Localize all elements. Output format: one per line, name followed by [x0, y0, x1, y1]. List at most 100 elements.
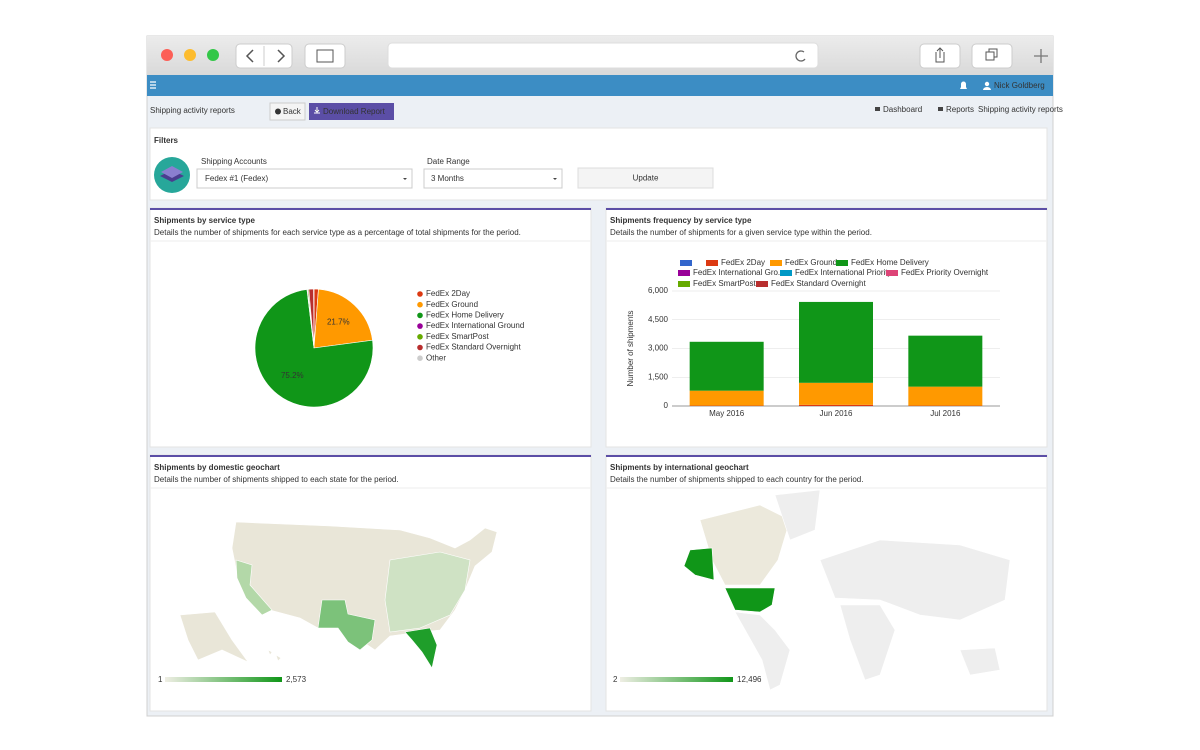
bar-segment [908, 335, 983, 387]
legend-swatch [680, 260, 692, 266]
y-tick-label: 1,500 [648, 372, 669, 381]
x-tick-label: Jul 2016 [930, 409, 961, 418]
legend-label: Other [426, 353, 446, 362]
y-tick-label: 6,000 [648, 286, 669, 295]
panel-title: Shipments frequency by service type [610, 216, 752, 225]
y-tick-label: 0 [664, 401, 669, 410]
legend-label: FedEx Home Delivery [851, 258, 929, 267]
panel-title: Shipments by domestic geochart [154, 463, 280, 472]
y-axis-label: Number of shipments [626, 310, 635, 386]
y-tick-label: 4,500 [648, 315, 669, 324]
canada [699, 504, 791, 586]
tabs-button[interactable] [971, 43, 1013, 69]
legend-swatch [417, 355, 423, 362]
legend-swatch [770, 260, 782, 266]
legend-swatch [678, 281, 690, 287]
x-tick-label: Jun 2016 [820, 409, 853, 418]
window-button[interactable] [207, 49, 219, 61]
y-tick-label: 3,000 [648, 344, 669, 353]
legend-label: FedEx 2Day [426, 289, 470, 298]
window-button[interactable] [161, 49, 173, 61]
legend-label: FedEx International Gro... [693, 268, 785, 277]
bar-segment [689, 390, 764, 406]
sidebar-button[interactable] [304, 43, 346, 69]
panel-top-border [150, 455, 591, 457]
bar-segment [908, 386, 983, 406]
us-east [384, 551, 471, 633]
scale-min: 2 [613, 675, 618, 684]
navbar [147, 75, 1053, 96]
caret [403, 178, 407, 180]
update-button[interactable] [577, 167, 714, 189]
color-scale [620, 677, 733, 682]
logo-top [161, 166, 183, 178]
legend-label: FedEx Standard Overnight [426, 343, 521, 352]
panel-subtitle: Details the number of shipments for each… [154, 228, 521, 237]
breadcrumb-item[interactable]: Reports [946, 105, 974, 114]
bar-segment [799, 404, 873, 406]
legend-swatch [886, 270, 898, 276]
legend-label: FedEx Ground [426, 300, 478, 309]
legend-label: FedEx Ground [785, 258, 837, 267]
menu-icon [150, 81, 156, 89]
legend-swatch [678, 270, 690, 276]
legend-label: FedEx Priority Overnight [901, 268, 989, 277]
back-button[interactable] [269, 102, 306, 121]
download-button[interactable] [309, 103, 394, 120]
page-title: Shipping activity reports [150, 106, 235, 115]
hawaii [267, 649, 282, 662]
legend-label: FedEx 2Day [721, 258, 765, 267]
caret [553, 178, 557, 180]
back-label: Back [283, 107, 302, 116]
panel-title: Shipments by international geochart [610, 463, 749, 472]
address-bar[interactable] [387, 42, 819, 69]
range-select[interactable] [423, 168, 563, 189]
new-tab [1034, 49, 1048, 63]
bell-icon[interactable] [960, 81, 967, 89]
africa [839, 604, 896, 681]
legend-swatch [417, 334, 423, 340]
window-button[interactable] [184, 49, 196, 61]
pie-slice [254, 289, 374, 408]
filters-panel [149, 127, 1048, 201]
scale-max: 2,573 [286, 675, 307, 684]
panel-title: Shipments by service type [154, 216, 255, 225]
color-scale [165, 677, 282, 682]
panel [149, 207, 592, 448]
user-name[interactable]: Nick Goldberg [994, 81, 1045, 90]
greenland [774, 489, 821, 541]
alaska [179, 611, 249, 663]
legend-label: FedEx Standard Overnight [771, 279, 866, 288]
scale-max: 12,496 [737, 675, 762, 684]
breadcrumb-icon [938, 107, 943, 111]
share-icon [935, 47, 945, 63]
legend-label: FedEx International Ground [426, 321, 524, 330]
range-label: Date Range [427, 157, 470, 166]
account-select[interactable] [196, 168, 413, 189]
eurasia [819, 539, 1011, 621]
panel-subtitle: Details the number of shipments shipped … [610, 475, 863, 484]
legend-label: FedEx Home Delivery [426, 311, 504, 320]
back-arrow [245, 49, 286, 63]
panel-top-border [606, 455, 1047, 457]
panel-subtitle: Details the number of shipments shipped … [154, 475, 399, 484]
back-icon [275, 108, 281, 115]
texas [317, 599, 376, 651]
breadcrumb-item: Shipping activity reports [978, 105, 1063, 114]
legend-swatch [706, 260, 718, 266]
account-value: Fedex #1 (Fedex) [205, 174, 268, 183]
usa [724, 587, 776, 613]
tabs-icon [985, 48, 998, 61]
florida [404, 627, 438, 669]
x-tick-label: May 2016 [709, 409, 745, 418]
slice-label: 75.2% [281, 371, 304, 380]
australia [959, 647, 1001, 676]
bar-segment [799, 382, 873, 405]
legend-swatch [780, 270, 792, 276]
account-label: Shipping Accounts [201, 157, 267, 166]
legend-swatch [417, 312, 423, 319]
legend-swatch [417, 291, 423, 297]
legend-swatch [836, 260, 848, 266]
breadcrumb-item[interactable]: Dashboard [883, 105, 922, 114]
